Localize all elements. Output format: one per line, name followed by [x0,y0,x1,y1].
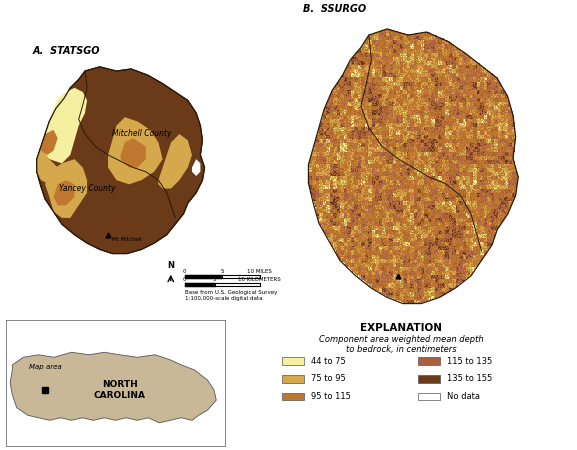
Polygon shape [41,130,58,155]
Text: B.  SSURGO: B. SSURGO [303,4,366,13]
Polygon shape [192,159,200,176]
Text: 10 KILOMETERS: 10 KILOMETERS [238,277,281,282]
Polygon shape [108,117,163,184]
Text: 5: 5 [213,277,216,282]
Text: NORTH
CAROLINA: NORTH CAROLINA [94,380,146,400]
Polygon shape [54,180,74,205]
Bar [282,375,304,382]
Bar [282,357,304,365]
Text: Map area: Map area [29,364,62,370]
Bar [418,392,440,400]
Bar [418,357,440,365]
Text: Base from U.S. Geological Survey
1:100,000-scale digital data: Base from U.S. Geological Survey 1:100,0… [185,290,277,301]
Text: Yancey County: Yancey County [59,184,115,193]
Polygon shape [159,134,192,189]
Text: 0: 0 [183,277,186,282]
Polygon shape [37,147,70,189]
Text: A.  STATSGO: A. STATSGO [32,46,100,56]
Polygon shape [41,88,87,163]
Bar [282,392,304,400]
Text: 10 MILES: 10 MILES [247,269,272,274]
Text: 135 to 155: 135 to 155 [447,374,492,383]
Text: 95 to 115: 95 to 115 [311,392,351,401]
Polygon shape [10,352,216,423]
Text: No data: No data [447,392,480,401]
Text: 75 to 95: 75 to 95 [311,374,346,383]
Polygon shape [121,138,146,167]
Text: Mitchell County: Mitchell County [112,130,171,139]
Text: Mt Mitchell: Mt Mitchell [113,237,142,242]
Text: EXPLANATION: EXPLANATION [360,323,442,333]
Polygon shape [45,159,87,218]
Text: 5: 5 [220,269,224,274]
Text: N: N [167,261,174,270]
Polygon shape [37,67,205,253]
Text: 115 to 135: 115 to 135 [447,356,492,365]
Text: 44 to 75: 44 to 75 [311,356,346,365]
Text: Component area weighted mean depth
to bedrock, in centimeters: Component area weighted mean depth to be… [319,335,484,354]
Text: 0: 0 [183,269,186,274]
Bar [418,375,440,382]
